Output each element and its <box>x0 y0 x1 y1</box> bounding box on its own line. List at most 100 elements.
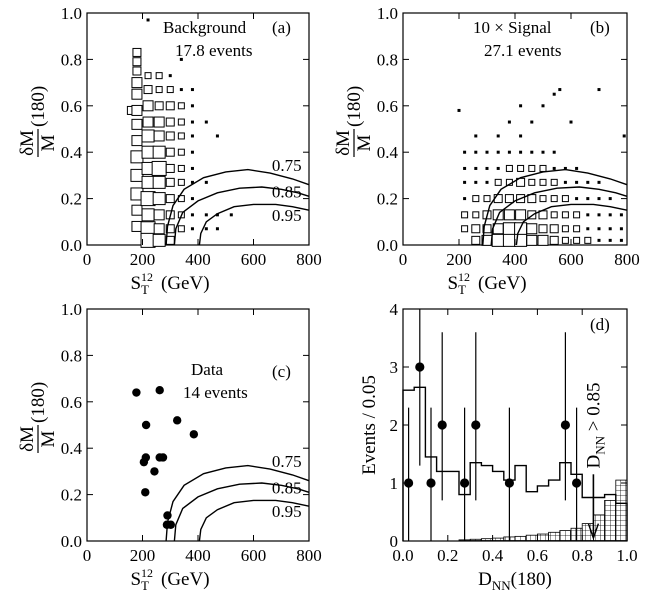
panel-d-data-point <box>437 420 447 430</box>
panel-a-point <box>132 47 142 57</box>
panel-d-data-point <box>460 478 470 488</box>
panel-a-point <box>152 192 166 206</box>
panel-a-xtick-label: 0 <box>83 250 92 269</box>
panel-b-point <box>461 225 469 233</box>
panel-b-point <box>550 178 558 186</box>
panel-d-data-point <box>560 420 571 430</box>
panel-d-cut-arrowhead <box>587 523 600 541</box>
panel-d-cut-text: DNN > 0.85 <box>583 383 607 469</box>
panel-a-contour-0 <box>165 168 310 246</box>
panel-c-ytick-label: 0.2 <box>61 486 82 505</box>
panel-c-xtick-label: 800 <box>296 546 322 565</box>
panel-a-point <box>165 235 175 245</box>
panel-b-point <box>485 180 489 184</box>
panel-a-point <box>153 209 165 221</box>
panel-a-point <box>144 72 152 80</box>
panel-b-point <box>463 166 467 170</box>
panel-a-point <box>143 85 153 95</box>
panel-a-point <box>204 227 208 231</box>
panel-a-xtick-label: 800 <box>296 250 322 269</box>
panel-c: 0.75 0.85 0.95 0 200 400 600 800 0.0 0.2 0.4 0.6 0.8… <box>17 300 322 593</box>
panel-a-point <box>165 101 175 111</box>
panel-b-point <box>586 180 590 184</box>
panel-b-point <box>474 166 478 170</box>
panel-b-point <box>528 164 536 172</box>
panel-a-point <box>179 88 183 92</box>
panel-a-point <box>141 175 155 189</box>
panel-b-point <box>503 209 515 221</box>
panel-a-ytick-label: 0.4 <box>61 143 83 162</box>
panel-b-point <box>507 120 511 124</box>
panel-b-point <box>597 238 601 242</box>
panel-b-point <box>517 164 525 172</box>
panel-b-point <box>575 180 579 184</box>
panel-a-point <box>229 213 233 217</box>
panel-c-xtick-label: 600 <box>241 546 267 565</box>
panel-a-xlabel: ST12 (GeV) <box>130 270 209 297</box>
panel-d-ytick-label: 4 <box>390 300 399 319</box>
panel-b-point <box>552 166 556 170</box>
panel-b-ylabel: δM M (180) <box>333 86 375 157</box>
panel-b-point <box>463 197 467 201</box>
panel-a-point <box>190 213 194 217</box>
panel-b-point <box>619 227 623 231</box>
panel-b-point <box>597 180 601 184</box>
panel-a-point <box>131 77 143 89</box>
panel-b-point <box>527 210 537 220</box>
panel-a-point <box>130 150 144 164</box>
panel-a-point <box>131 135 143 147</box>
panel-c-xtick-label: 200 <box>130 546 156 565</box>
panel-c-xtick-label: 0 <box>83 546 92 565</box>
panel-b-point <box>538 224 548 234</box>
panel-c-point <box>166 520 176 529</box>
panel-a-point <box>215 227 219 231</box>
panel-b-point <box>505 164 513 172</box>
panel-a: 0.75 0.85 0.95 0 200 400 600 800 0.0 0.2 0.4 0.6 0.8… <box>17 4 322 297</box>
panel-a-point <box>177 178 185 186</box>
panel-d-data-point <box>471 420 481 430</box>
panel-b-point <box>526 223 538 235</box>
panel-d-data-point <box>504 478 514 488</box>
panel-c-panel-label: (c) <box>272 362 291 381</box>
panel-a-point <box>153 116 165 128</box>
panel-c-point <box>132 388 141 397</box>
panel-b-point <box>552 92 556 96</box>
panel-a-point <box>130 168 144 182</box>
panel-b-point <box>472 211 480 219</box>
panel-b-ytick-label: 0.4 <box>377 143 399 162</box>
panel-b-point <box>472 195 480 203</box>
panel-a-point <box>165 163 175 173</box>
panel-b-point <box>502 222 516 236</box>
panel-b-ylabel-den: M <box>354 134 375 151</box>
panel-b-point <box>507 150 511 154</box>
panel-b-point <box>528 178 536 186</box>
panel-a-point <box>132 57 142 67</box>
panel-d-ytick-label: 3 <box>390 358 399 377</box>
panel-c-ytick-label: 0.4 <box>61 439 83 458</box>
panel-b-point <box>597 227 601 231</box>
panel-b-point <box>483 195 491 203</box>
panel-b-point <box>619 238 623 242</box>
panel-c-ytick-label: 1.0 <box>61 300 82 319</box>
panel-a-point <box>155 86 163 94</box>
panel-b: 0 200 400 600 800 0.0 0.2 0.4 0.6 0.8 1.0 ST12 (GeV)… <box>333 4 640 297</box>
panel-b-xtick-label: 200 <box>446 250 472 269</box>
panel-d-signal-bar <box>537 533 550 542</box>
panel-b-point <box>457 108 461 112</box>
panel-b-point <box>608 213 612 217</box>
panel-b-point <box>515 209 527 221</box>
panel-a-point <box>131 88 143 100</box>
panel-d-signal-bar <box>615 479 628 542</box>
panel-c-point <box>139 457 149 467</box>
panel-a-xtick-label: 200 <box>130 250 156 269</box>
panel-b-point <box>622 134 626 138</box>
panel-a-panel-label: (a) <box>272 18 291 37</box>
panel-d-signal-bar <box>548 531 561 542</box>
panel-a-point <box>154 101 164 111</box>
panel-b-point <box>526 234 538 246</box>
panel-b-point <box>619 213 623 217</box>
panel-a-point <box>190 227 194 231</box>
panel-c-ytick-label: 0.8 <box>61 346 82 365</box>
panel-a-point <box>131 118 143 130</box>
panel-a-subtitle: 17.8 events <box>175 41 252 60</box>
